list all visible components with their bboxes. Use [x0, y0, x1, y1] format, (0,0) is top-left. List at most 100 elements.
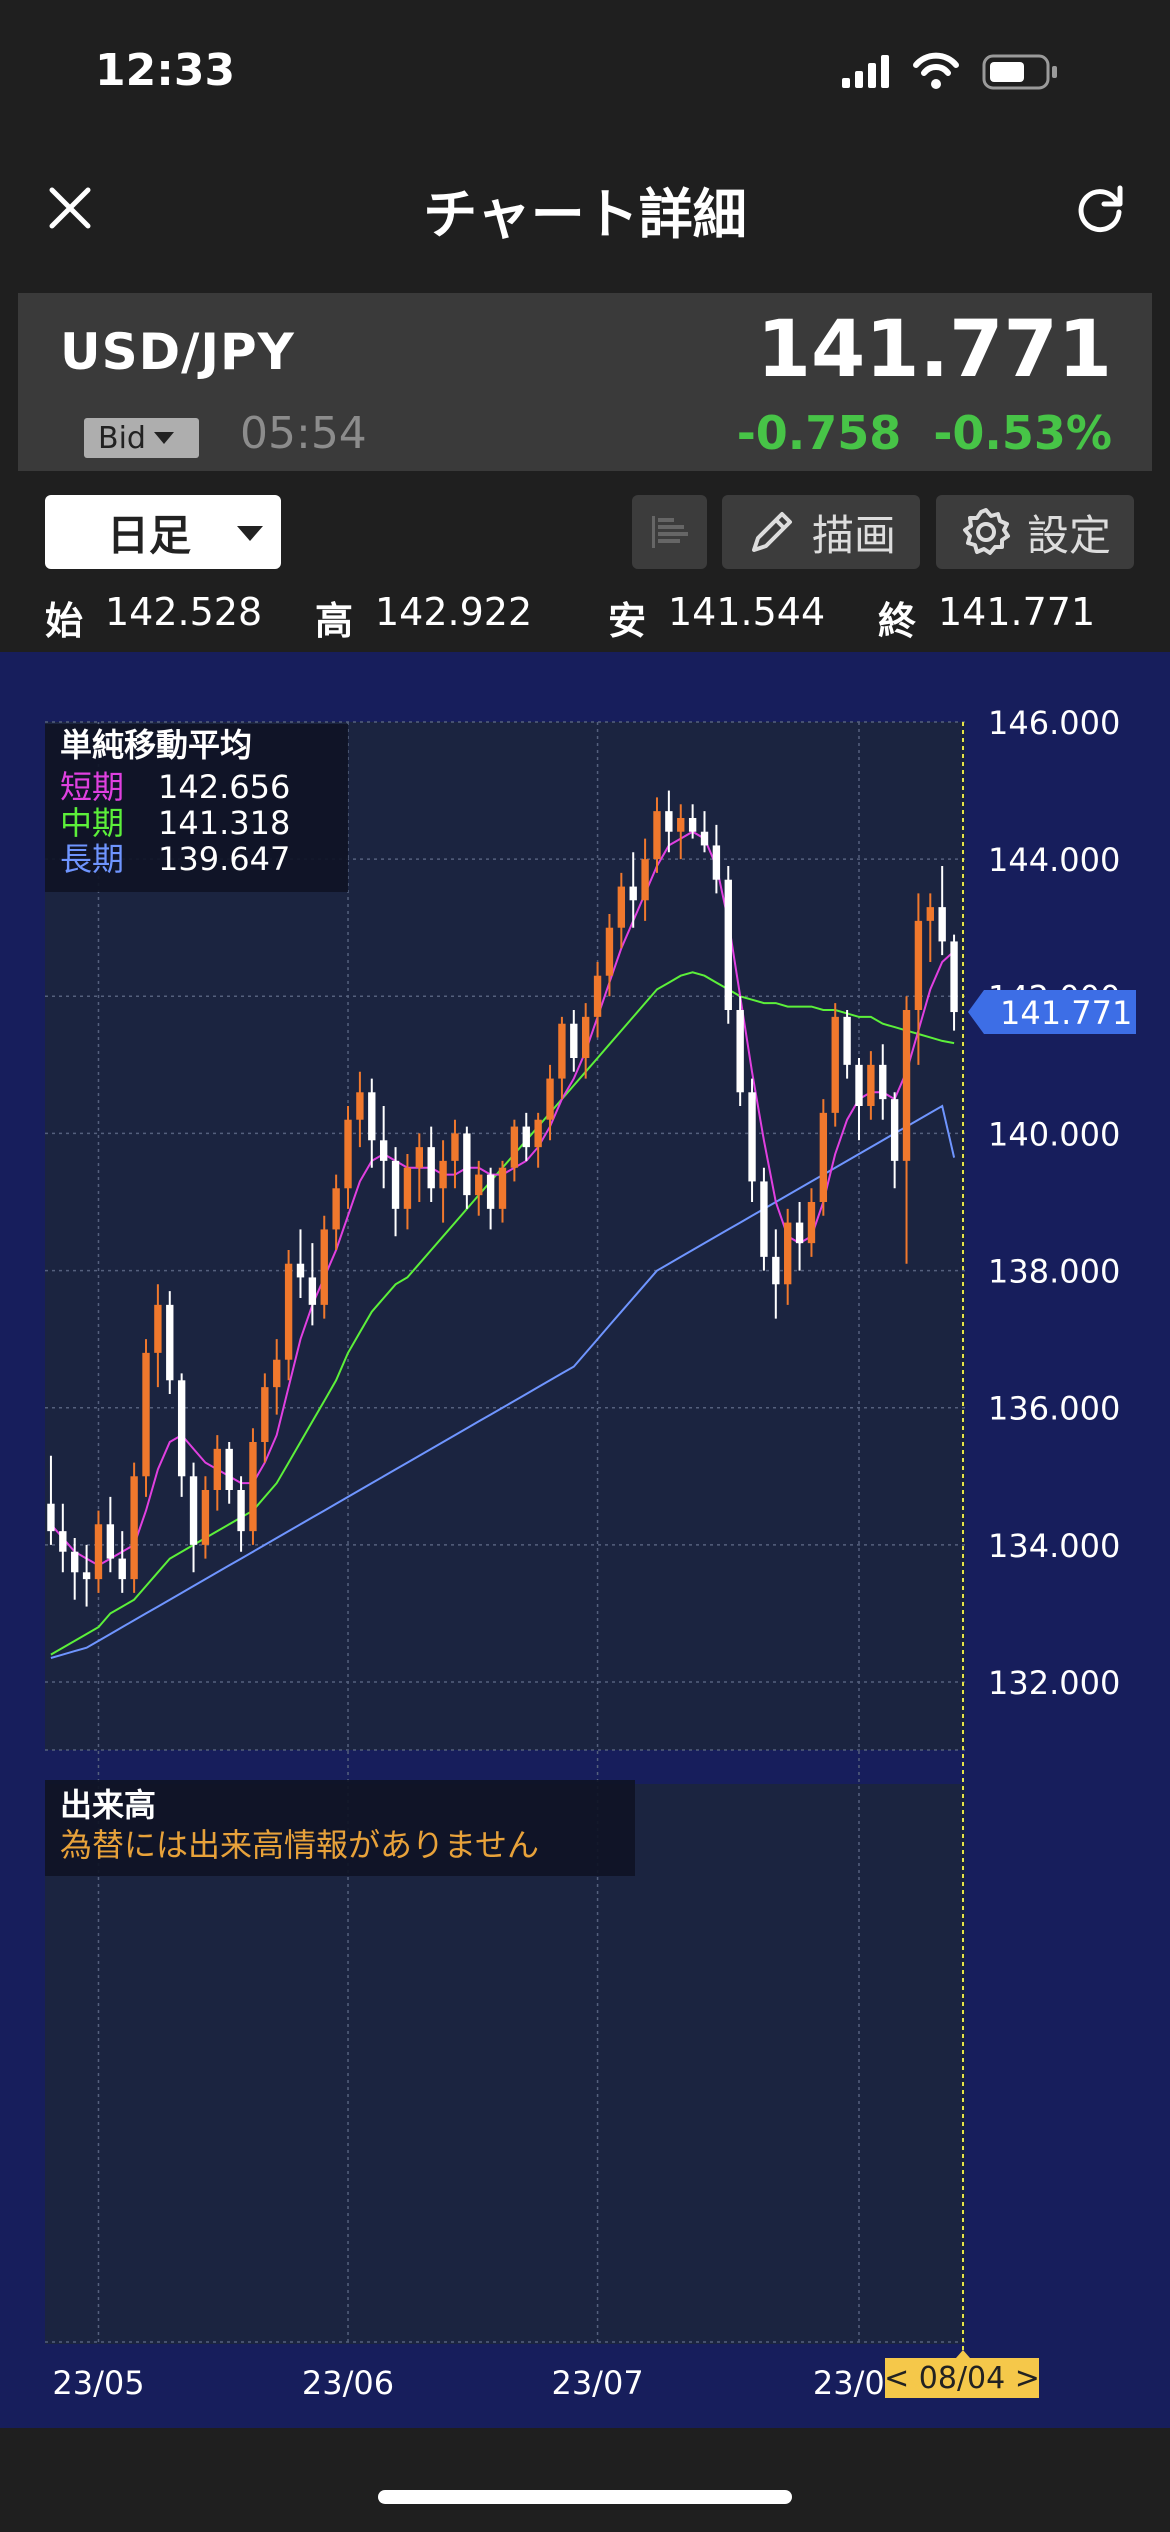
gear-icon [962, 508, 1010, 555]
ohlc-row: 始 142.528 高 142.922 安 141.544 終 141.771 [0, 590, 1170, 650]
candle-body [831, 1016, 839, 1113]
signal-icon [842, 55, 889, 88]
price-type-label: Bid [98, 420, 146, 456]
chart-area[interactable]: 146.000144.000142.000140.000138.000136.0… [0, 652, 1170, 2428]
candle-body [237, 1490, 245, 1532]
candle-body [249, 1442, 257, 1532]
high-label: 高 [315, 599, 354, 643]
candle-body [950, 941, 958, 1013]
y-tick-label: 138.000 [988, 1253, 1120, 1291]
x-axis-ticks: 23/05 23/06 23/07 23/08 [52, 2364, 905, 2402]
timeframe-dropdown[interactable]: 日足 [45, 495, 281, 569]
change-value: -0.758 [736, 406, 902, 460]
home-indicator [378, 2490, 792, 2504]
list-icon [651, 516, 688, 548]
cursor-date-tag[interactable]: < 08/04 > [884, 2350, 1040, 2398]
sma-short-value: 142.656 [158, 768, 290, 806]
candle-body [641, 859, 649, 901]
candle-body [130, 1476, 138, 1580]
candlestick-chart[interactable]: 146.000144.000142.000140.000138.000136.0… [0, 652, 1170, 2428]
candle-body [213, 1448, 221, 1490]
candle-body [415, 1147, 424, 1168]
page-title: チャート詳細 [423, 183, 747, 246]
close-value: 141.771 [938, 590, 1096, 634]
candle-body [427, 1147, 435, 1189]
candle-body [261, 1387, 269, 1442]
price-type-dropdown[interactable]: Bid [84, 418, 199, 458]
candle-body [760, 1181, 768, 1257]
y-tick-label: 140.000 [988, 1115, 1120, 1153]
candle-body [189, 1476, 198, 1545]
current-price: 141.771 [756, 305, 1112, 395]
candle-body [558, 1023, 566, 1079]
settings-label: 設定 [1026, 510, 1111, 560]
candle-body [890, 1099, 899, 1161]
high-value: 142.922 [375, 590, 533, 634]
volume-plot-bg [45, 1784, 965, 2344]
candle-body [855, 1064, 863, 1106]
x-tick-label: 23/06 [302, 2364, 394, 2402]
candles [47, 790, 958, 1607]
candle-body [938, 907, 946, 942]
candle-body [391, 1160, 400, 1209]
low-value: 141.544 [668, 590, 826, 634]
y-tick-label: 136.000 [988, 1390, 1120, 1428]
candle-body [534, 1119, 542, 1148]
price-board-button[interactable] [632, 495, 707, 569]
y-tick-label: 146.000 [988, 704, 1120, 742]
candle-body [284, 1263, 293, 1360]
candle-body [867, 1064, 875, 1106]
x-tick-label: 23/05 [52, 2364, 144, 2402]
candle-body [819, 1112, 828, 1202]
candle-body [581, 1016, 590, 1058]
candle-body [522, 1126, 530, 1148]
candle-body [926, 907, 934, 921]
candle-body [807, 1202, 816, 1244]
currency-pair: USD/JPY [60, 323, 295, 381]
candle-body [712, 845, 721, 880]
sma-mid-value: 141.318 [158, 804, 290, 842]
wifi-icon [913, 52, 959, 89]
sma-legend-title: 単純移動平均 [60, 726, 252, 764]
candle-body [94, 1524, 103, 1580]
candle-body [201, 1490, 210, 1545]
candle-body [593, 975, 602, 1017]
sma-long-label: 長期 [60, 840, 124, 878]
candle-body [308, 1277, 317, 1305]
candle-body [486, 1174, 495, 1209]
draw-button[interactable]: 描画 [722, 495, 920, 569]
refresh-icon[interactable] [1070, 178, 1130, 238]
candle-body [368, 1092, 376, 1141]
candle-body [498, 1167, 507, 1209]
sma-short-label: 短期 [60, 768, 124, 806]
low-label: 安 [608, 599, 647, 643]
candle-body [332, 1188, 340, 1230]
volume-title: 出来高 [60, 1786, 156, 1824]
candle-body [688, 818, 697, 832]
close-icon[interactable] [40, 178, 100, 238]
candle-body [273, 1359, 281, 1388]
candle-body [795, 1222, 804, 1244]
sma-mid-label: 中期 [60, 804, 124, 842]
candle-body [748, 1092, 756, 1182]
cursor-date: < 08/04 > [884, 2361, 1040, 2396]
candle-body [772, 1256, 780, 1285]
candle-body [843, 1016, 851, 1065]
status-bar: 12:33 [0, 0, 1170, 150]
nav-bar: チャート詳細 [0, 150, 1170, 275]
candle-body [902, 1010, 911, 1161]
candle-body [629, 886, 637, 901]
candle-body [166, 1304, 174, 1381]
open-value: 142.528 [105, 590, 263, 634]
candle-body [605, 927, 614, 976]
candle-body [296, 1263, 305, 1278]
candle-body [225, 1448, 233, 1490]
chevron-down-icon [153, 432, 174, 444]
candle-body [439, 1160, 447, 1189]
settings-button[interactable]: 設定 [936, 495, 1134, 569]
candle-body [344, 1119, 352, 1189]
y-tick-label: 132.000 [988, 1664, 1120, 1702]
sma-legend-bg [45, 724, 348, 892]
quote-panel: USD/JPY 141.771 Bid 05:54 -0.758 -0.53% [18, 293, 1152, 471]
candle-body [82, 1572, 91, 1580]
